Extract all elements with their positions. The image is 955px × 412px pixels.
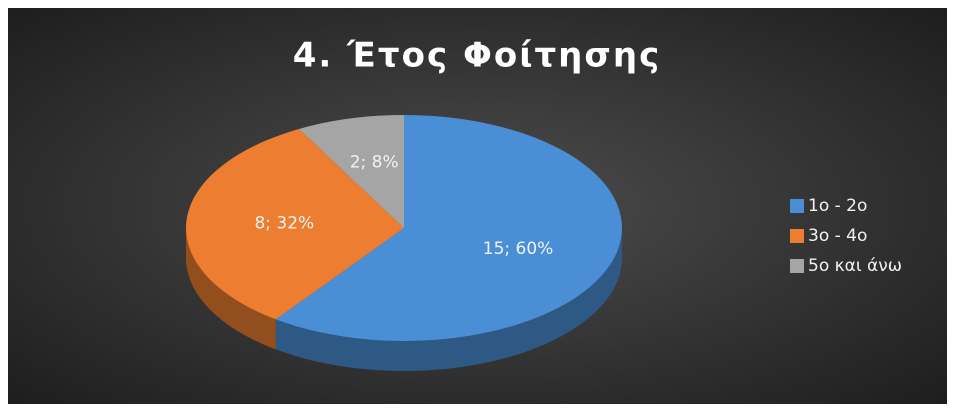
data-label: 15; 60% bbox=[483, 239, 554, 259]
legend-label: 1ο - 2ο bbox=[808, 196, 867, 216]
legend-swatch bbox=[790, 199, 804, 213]
data-label: 2; 8% bbox=[350, 152, 399, 172]
pie-slice-side bbox=[186, 228, 276, 350]
data-label: 8; 32% bbox=[254, 214, 314, 234]
legend-swatch bbox=[790, 259, 804, 273]
chart-title: 4. Έτος Φοίτησης bbox=[293, 36, 661, 76]
legend-swatch bbox=[790, 229, 804, 243]
pie-slice bbox=[185, 128, 404, 320]
legend-label: 3ο - 4ο bbox=[808, 226, 867, 246]
pie-slice bbox=[275, 115, 623, 341]
legend-label: 5ο και άνω bbox=[808, 256, 902, 276]
pie-slice-side bbox=[275, 228, 622, 371]
pie-slice bbox=[298, 115, 404, 228]
